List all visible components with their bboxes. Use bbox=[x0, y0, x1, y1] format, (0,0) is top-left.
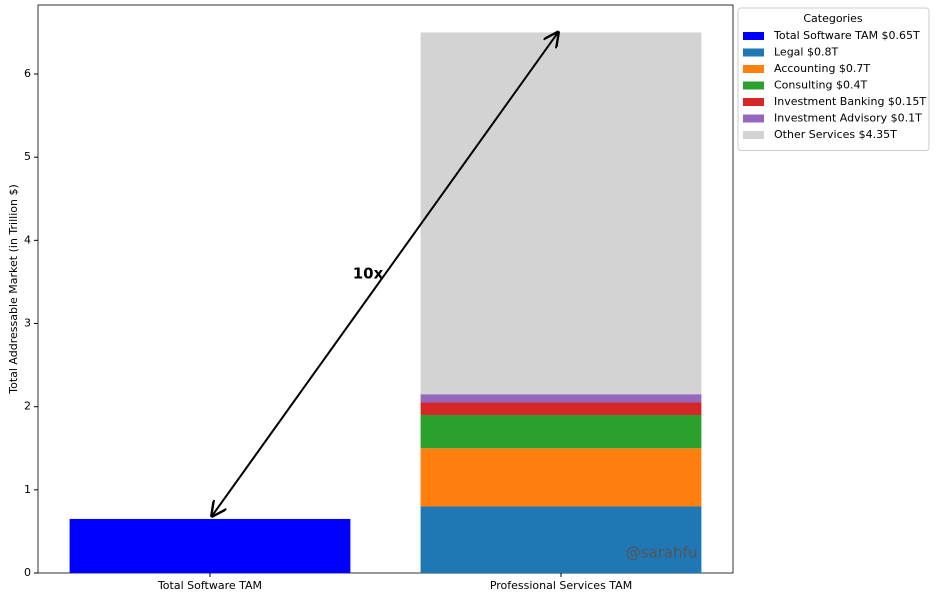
x-tick-label: Total Software TAM bbox=[157, 579, 262, 592]
y-tick-label: 2 bbox=[24, 400, 31, 413]
bar-segment bbox=[420, 506, 702, 573]
legend-label: Accounting $0.7T bbox=[774, 62, 870, 75]
y-tick-label: 5 bbox=[24, 150, 31, 163]
legend-title: Categories bbox=[803, 12, 863, 25]
bar-segment bbox=[420, 32, 702, 395]
plot-frame bbox=[37, 4, 734, 574]
bar-segment bbox=[420, 414, 702, 449]
y-tick-label: 1 bbox=[24, 483, 31, 496]
y-tick-label: 0 bbox=[24, 566, 31, 579]
legend-label: Other Services $4.35T bbox=[774, 128, 897, 141]
legend-label: Total Software TAM $0.65T bbox=[773, 29, 920, 42]
y-tick-label: 3 bbox=[24, 317, 31, 330]
legend-swatch bbox=[743, 131, 764, 139]
watermark: @sarahfu bbox=[626, 544, 698, 562]
legend-swatch bbox=[743, 81, 764, 90]
y-tick-label: 4 bbox=[24, 233, 31, 246]
legend-swatch bbox=[743, 114, 764, 123]
legend-label: Legal $0.8T bbox=[774, 46, 838, 59]
legend-label: Investment Advisory $0.1T bbox=[774, 112, 922, 125]
y-tick-label: 6 bbox=[24, 67, 31, 80]
legend-swatch bbox=[743, 65, 764, 73]
legend-box bbox=[737, 7, 930, 151]
bar-segment bbox=[420, 402, 702, 415]
legend-label: Consulting $0.4T bbox=[774, 79, 867, 92]
bar-segment bbox=[420, 394, 702, 403]
legend-swatch bbox=[743, 48, 764, 57]
bar-segment bbox=[69, 518, 351, 573]
legend-swatch bbox=[743, 98, 764, 106]
annotation: 10x bbox=[353, 265, 384, 283]
comparison-arrow bbox=[212, 32, 558, 516]
x-tick-label: Professional Services TAM bbox=[490, 579, 632, 592]
legend-swatch bbox=[743, 32, 764, 40]
bar-segment bbox=[420, 448, 702, 507]
y-axis-label: Total Addressable Market (in Trillion $) bbox=[7, 184, 20, 395]
legend-label: Investment Banking $0.15T bbox=[774, 95, 926, 108]
